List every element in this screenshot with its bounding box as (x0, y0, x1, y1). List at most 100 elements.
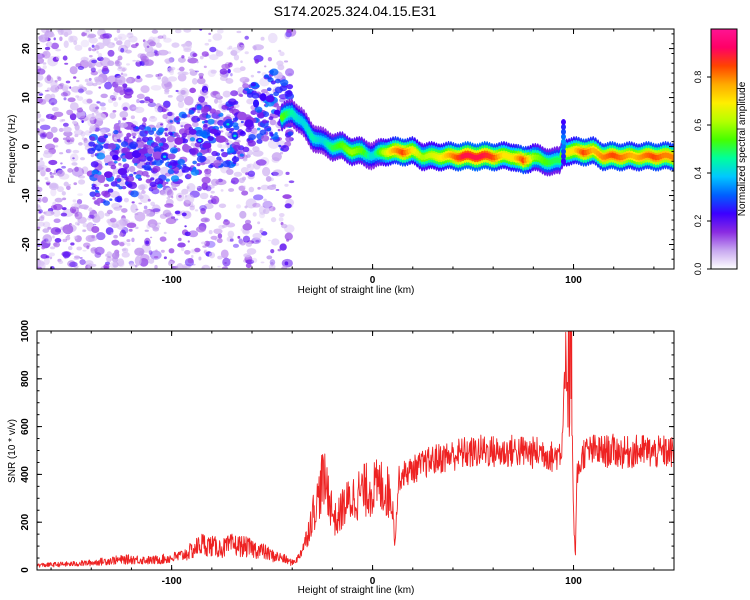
noise-blob (167, 95, 173, 98)
noise-blob (76, 207, 80, 210)
noise-blob (267, 32, 278, 44)
colorbar-tick-label: 0.2 (693, 215, 703, 228)
noise-blob (76, 79, 80, 83)
noise-blob (59, 119, 64, 123)
noise-blob (81, 166, 89, 175)
ridge-noise-blob (226, 127, 231, 131)
noise-blob (105, 227, 114, 235)
noise-blob (61, 165, 66, 169)
noise-blob (163, 231, 167, 235)
noise-blob (74, 203, 81, 210)
noise-blob (244, 51, 249, 55)
noise-blob (141, 190, 146, 195)
noise-blob (254, 58, 260, 64)
noise-blob (185, 107, 189, 111)
noise-blob (118, 96, 122, 101)
spectrogram-x-tick-label: 0 (370, 275, 376, 286)
ridge-noise-blob (125, 175, 135, 183)
noise-blob (96, 50, 99, 54)
noise-blob (210, 69, 217, 74)
ridge-cell (306, 128, 311, 134)
noise-blob (229, 128, 235, 131)
noise-blob (189, 68, 194, 72)
noise-blob (86, 113, 96, 121)
colorbar-tick-label: 0.6 (693, 119, 703, 132)
ridge-noise-blob (239, 131, 246, 137)
noise-blob (54, 79, 58, 83)
ridge-noise-blob (181, 132, 188, 138)
noise-blob (245, 241, 252, 247)
noise-blob (56, 169, 65, 177)
noise-blob (107, 133, 112, 137)
noise-blob (93, 248, 98, 251)
noise-blob (180, 124, 184, 128)
branch-blob (244, 119, 254, 128)
noise-blob (135, 208, 139, 211)
ridge-noise-blob (226, 142, 230, 146)
noise-blob (55, 48, 61, 52)
spectrogram-heat-layer (37, 29, 674, 269)
noise-blob (164, 88, 170, 93)
ridge-noise-blob (285, 136, 293, 142)
noise-blob (44, 46, 51, 51)
ridge-noise-blob (114, 160, 118, 164)
ridge-noise-blob (192, 160, 197, 165)
noise-blob (69, 113, 77, 121)
noise-blob (243, 253, 251, 258)
noise-blob (187, 240, 190, 243)
colorbar-label: Normalized spectral amplitude (737, 81, 748, 216)
noise-blob (177, 57, 186, 63)
ridge-noise-blob (150, 177, 155, 181)
ridge-noise-blob (114, 196, 122, 203)
noise-blob (63, 31, 69, 38)
noise-blob (154, 106, 158, 109)
ridge-noise-blob (153, 158, 163, 166)
noise-blob (163, 256, 167, 260)
noise-blob (62, 137, 68, 141)
ridge-noise-blob (107, 142, 117, 150)
ridge-noise-blob (169, 147, 178, 154)
noise-blob (181, 55, 185, 59)
noise-blob (194, 70, 199, 73)
noise-blob (283, 60, 289, 63)
noise-blob (40, 214, 45, 219)
ridge-noise-blob (248, 134, 256, 141)
noise-blob (284, 31, 291, 40)
noise-blob (150, 115, 156, 119)
noise-blob (81, 120, 84, 123)
noise-blob (214, 238, 217, 242)
noise-blob (136, 75, 141, 79)
ridge-noise-blob (132, 136, 136, 139)
noise-blob (123, 94, 133, 99)
noise-blob (276, 60, 284, 67)
noise-blob (66, 148, 72, 154)
noise-blob (79, 257, 83, 259)
ridge-noise-blob (279, 85, 288, 92)
noise-blob (48, 159, 58, 166)
noise-blob (76, 110, 86, 119)
noise-blob (136, 59, 140, 63)
noise-blob (42, 65, 47, 70)
noise-blob (259, 77, 270, 87)
noise-blob (59, 36, 63, 42)
ridge-noise-blob (270, 80, 276, 85)
noise-blob (138, 184, 146, 191)
noise-blob (76, 199, 83, 205)
ridge-noise-blob (134, 162, 138, 166)
noise-blob (54, 238, 62, 243)
noise-blob (260, 184, 270, 191)
noise-blob (109, 112, 117, 119)
ridge-noise-blob (217, 119, 225, 126)
ridge-noise-blob (160, 123, 164, 126)
noise-blob (180, 90, 186, 95)
noise-blob (90, 153, 95, 158)
noise-blob (82, 249, 87, 252)
snr-x-label: Height of straight line (km) (298, 585, 415, 596)
ridge-noise-blob (109, 198, 113, 201)
noise-blob (44, 89, 49, 92)
noise-blob (138, 202, 143, 205)
noise-blob (264, 65, 267, 68)
noise-blob (222, 90, 231, 98)
noise-blob (179, 66, 185, 72)
